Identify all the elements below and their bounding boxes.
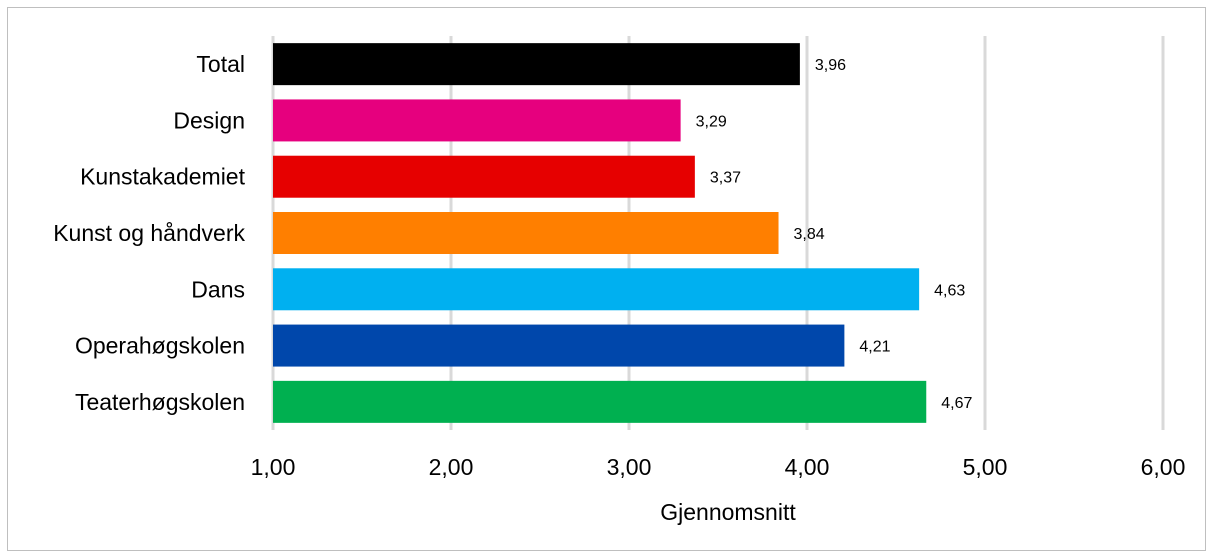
bar bbox=[273, 268, 920, 311]
category-label: Design bbox=[173, 107, 245, 133]
x-tick-label: 5,00 bbox=[963, 454, 1008, 480]
bar bbox=[273, 155, 695, 198]
bar bbox=[273, 212, 779, 254]
bar bbox=[273, 99, 681, 142]
x-tick-labels: 1,00 2,00 3,00 4,00 5,00 6,00 bbox=[251, 454, 1186, 480]
data-label: 4,21 bbox=[859, 339, 890, 356]
x-axis-title: Gjennomsnitt bbox=[660, 499, 796, 525]
category-label: Dans bbox=[191, 276, 245, 302]
data-label: 4,67 bbox=[941, 395, 972, 412]
data-label: 3,29 bbox=[696, 113, 727, 130]
data-label: 3,37 bbox=[710, 170, 741, 187]
x-tick-label: 3,00 bbox=[607, 454, 652, 480]
bars bbox=[273, 43, 927, 423]
data-label: 4,63 bbox=[934, 282, 965, 299]
data-label: 3,84 bbox=[794, 226, 825, 243]
bar bbox=[273, 43, 800, 86]
data-labels: 3,96 3,29 3,37 3,84 4,63 4,21 4,67 bbox=[696, 57, 973, 412]
x-tick-label: 4,00 bbox=[785, 454, 830, 480]
category-label: Operahøgskolen bbox=[75, 333, 245, 359]
bar bbox=[273, 380, 927, 423]
category-label: Kunstakademiet bbox=[80, 164, 246, 190]
category-labels: Total Design Kunstakademiet Kunst og håndve… bbox=[53, 51, 245, 415]
data-label: 3,96 bbox=[815, 57, 846, 74]
x-tick-label: 2,00 bbox=[429, 454, 474, 480]
category-label: Teaterhøgskolen bbox=[75, 389, 245, 415]
category-label: Kunst og håndverk bbox=[53, 220, 245, 246]
category-label: Total bbox=[196, 51, 245, 77]
x-tick-label: 6,00 bbox=[1141, 454, 1186, 480]
bar bbox=[273, 324, 845, 367]
x-tick-label: 1,00 bbox=[251, 454, 296, 480]
